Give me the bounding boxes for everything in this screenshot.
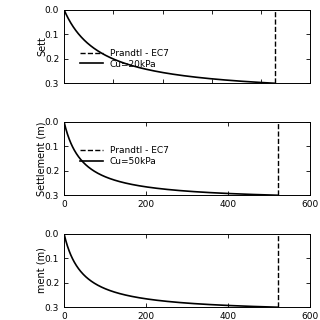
Cu=20kPa [139, 66, 142, 70]
Cu=20kPa [172, 72, 175, 76]
Y-axis label: ment (m): ment (m) [37, 247, 47, 293]
Cu=100kPa [142, 297, 146, 300]
Y-axis label: Settlement (m): Settlement (m) [37, 121, 47, 196]
Cu=100kPa [140, 296, 143, 300]
Cu=100kPa [173, 300, 177, 304]
Cu=50kPa [276, 193, 279, 197]
Cu=50kPa [222, 191, 226, 195]
Cu=20kPa [62, 8, 66, 12]
Cu=50kPa [200, 190, 204, 194]
Cu=50kPa [99, 173, 103, 177]
Y-axis label: Sett: Sett [37, 36, 47, 56]
Cu=20kPa [273, 81, 277, 85]
Line: Cu=100kPa: Cu=100kPa [64, 234, 277, 307]
Cu=50kPa [173, 188, 177, 192]
Cu=50kPa [62, 120, 66, 124]
Cu=20kPa [220, 78, 224, 82]
Cu=50kPa [142, 185, 146, 188]
Legend: Prandtl - EC7, Cu=20kPa: Prandtl - EC7, Cu=20kPa [76, 45, 172, 72]
Line: Cu=50kPa: Cu=50kPa [64, 122, 277, 195]
Cu=100kPa [62, 232, 66, 236]
Cu=100kPa [222, 303, 226, 307]
Cu=100kPa [99, 285, 103, 289]
Cu=100kPa [200, 302, 204, 306]
Cu=100kPa [276, 305, 279, 309]
Line: Cu=20kPa: Cu=20kPa [64, 10, 275, 83]
Cu=50kPa [140, 184, 143, 188]
Cu=20kPa [198, 76, 202, 80]
Cu=20kPa [141, 67, 145, 70]
Legend: Prandtl - EC7, Cu=50kPa: Prandtl - EC7, Cu=50kPa [76, 142, 172, 170]
Cu=20kPa [99, 51, 103, 55]
